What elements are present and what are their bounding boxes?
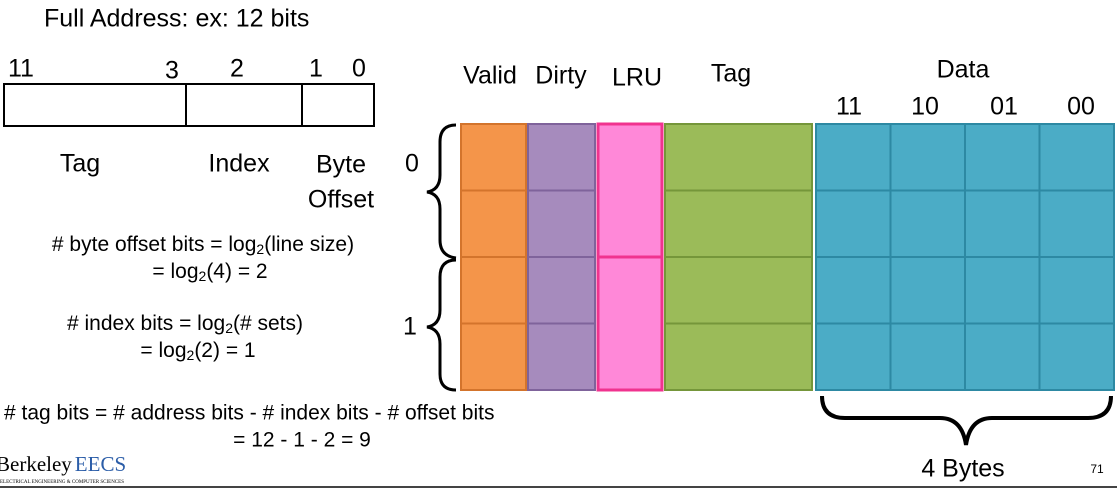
cache-cell — [889, 256, 966, 325]
bit-label: 2 — [230, 55, 244, 83]
cache-cell — [1038, 256, 1115, 325]
cache-cell — [1038, 189, 1115, 258]
field-label: Index — [208, 150, 270, 178]
formula: = log2(4) = 2 — [152, 260, 267, 284]
title: Full Address: ex: 12 bits — [44, 5, 309, 33]
field-label: Byte — [316, 151, 366, 179]
cache-grid — [460, 122, 1115, 392]
cache-cell — [889, 189, 966, 258]
byte-header: 11 — [836, 93, 862, 121]
cache-cell — [527, 256, 596, 325]
page-number: 71 — [1090, 462, 1104, 476]
formula: # tag bits = # address bits - # index bi… — [4, 402, 494, 425]
cache-cell — [964, 189, 1041, 258]
brace-label: 4 Bytes — [921, 455, 1004, 483]
cache-cell — [815, 322, 892, 391]
cache-cell — [664, 189, 813, 258]
cache-cell — [664, 123, 813, 192]
subscript: 2 — [256, 241, 264, 257]
logo: Berkeley EECS — [0, 452, 126, 476]
bit-label: 1 — [309, 55, 323, 83]
byte-header: 01 — [990, 93, 1018, 121]
subscript: 2 — [187, 347, 195, 363]
cache-cell — [460, 322, 527, 391]
cache-cell — [460, 256, 527, 325]
cache-cell — [664, 256, 813, 325]
cache-cell — [964, 123, 1041, 192]
formula-text: = log — [140, 339, 186, 362]
bit-label: 3 — [165, 57, 179, 85]
logo-name: Berkeley — [0, 452, 72, 476]
subscript: 2 — [225, 320, 233, 336]
cache-cell — [596, 255, 664, 392]
column-header: Valid — [463, 62, 517, 90]
logo-subtitle: ELECTRICAL ENGINEERING & COMPUTER SCIENC… — [0, 480, 124, 485]
formula: = 12 - 1 - 2 = 9 — [233, 429, 371, 452]
formula: = log2(2) = 1 — [140, 339, 255, 363]
formula-text: (# sets) — [233, 312, 303, 335]
bit-label: 11 — [8, 55, 34, 83]
set-label: 1 — [403, 313, 417, 341]
column-header: Tag — [711, 60, 751, 88]
cache-cell — [815, 123, 892, 192]
cache-cell — [964, 256, 1041, 325]
formula-text: # byte offset bits = log — [52, 233, 257, 256]
column-header: LRU — [612, 64, 662, 92]
formula-text: = log — [152, 260, 198, 283]
column-header: Data — [937, 56, 990, 84]
cache-cell — [889, 322, 966, 391]
subscript: 2 — [199, 268, 207, 284]
formula-text: (line size) — [264, 233, 354, 256]
field-label: Tag — [60, 150, 100, 178]
byte-header: 00 — [1067, 93, 1095, 121]
cache-cell — [815, 189, 892, 258]
formula-text: (4) = 2 — [206, 260, 267, 283]
set-brace — [426, 258, 457, 392]
data-brace — [820, 395, 1113, 446]
cache-cell — [527, 123, 596, 192]
field-label: Offset — [308, 186, 374, 214]
formula: # index bits = log2(# sets) — [67, 312, 303, 336]
formula: # byte offset bits = log2(line size) — [52, 233, 354, 257]
set-brace — [426, 123, 457, 260]
cache-cell — [527, 322, 596, 391]
formula-text: (2) = 1 — [194, 339, 255, 362]
column-header: Dirty — [535, 62, 587, 90]
cache-cell — [815, 256, 892, 325]
formula-text: # index bits = log — [67, 312, 225, 335]
bit-label: 0 — [352, 55, 366, 83]
cache-cell — [596, 122, 664, 259]
cache-cell — [460, 123, 527, 192]
set-label: 0 — [405, 150, 419, 178]
byte-header: 10 — [911, 93, 939, 121]
address-box — [3, 83, 375, 127]
cache-cell — [1038, 322, 1115, 391]
cache-cell — [889, 123, 966, 192]
cache-cell — [527, 189, 596, 258]
cache-cell — [664, 322, 813, 391]
cache-cell — [1038, 123, 1115, 192]
cache-cell — [460, 189, 527, 258]
logo-dept: EECS — [75, 452, 126, 476]
cache-cell — [964, 322, 1041, 391]
